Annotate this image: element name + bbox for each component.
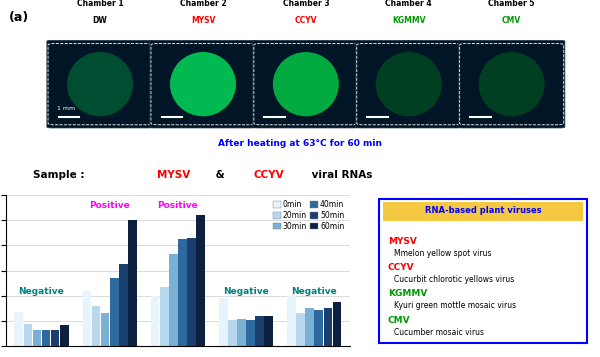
Bar [51,330,59,346]
Bar [296,313,305,346]
Text: Negative: Negative [292,287,337,296]
Ellipse shape [67,52,133,116]
Text: Chamber 4: Chamber 4 [385,0,432,8]
Text: Cucurbit chlorotic yellows virus: Cucurbit chlorotic yellows virus [394,275,515,284]
Ellipse shape [479,52,545,116]
Text: RNA-based plant viruses: RNA-based plant viruses [425,206,541,216]
Bar [14,312,23,346]
Bar [160,287,169,346]
Bar [128,220,137,346]
Legend: 0min, 20min, 30min, 40min, 50min, 60min: 0min, 20min, 30min, 40min, 50min, 60min [271,198,346,232]
Bar [119,264,128,346]
Text: MYSV: MYSV [388,237,416,246]
Bar [151,296,160,346]
FancyBboxPatch shape [150,40,256,128]
FancyBboxPatch shape [47,40,153,128]
Bar [265,316,273,346]
Ellipse shape [273,52,339,116]
FancyBboxPatch shape [356,40,462,128]
Text: After heating at 63°C for 60 min: After heating at 63°C for 60 min [218,139,382,148]
Bar [323,308,332,346]
Bar [92,306,100,346]
Text: CCYV: CCYV [295,16,317,25]
Bar [101,313,109,346]
FancyBboxPatch shape [383,202,583,221]
Text: viral RNAs: viral RNAs [308,170,373,180]
Bar [178,239,187,346]
Text: CCYV: CCYV [388,263,415,272]
Text: KGMMV: KGMMV [392,16,425,25]
Text: &: & [212,170,229,180]
Text: Sample :: Sample : [34,170,89,180]
Bar [196,215,205,346]
Bar [332,302,341,346]
Text: CMV: CMV [502,16,521,25]
FancyBboxPatch shape [253,40,359,128]
Text: Chamber 5: Chamber 5 [488,0,535,8]
Text: Cucumber mosaic virus: Cucumber mosaic virus [394,328,484,337]
Bar [187,238,196,346]
Bar [246,320,255,346]
Text: 1 mm: 1 mm [58,106,76,111]
Text: Positive: Positive [89,201,130,210]
Bar [287,296,296,346]
Text: Chamber 1: Chamber 1 [77,0,124,8]
Text: CCYV: CCYV [253,170,284,180]
Bar [219,298,227,346]
Text: Chamber 2: Chamber 2 [179,0,226,8]
Bar [83,291,91,346]
Bar [305,308,314,346]
Text: CMV: CMV [388,316,410,325]
Bar [32,330,41,346]
Bar [237,318,246,346]
Text: Mmelon yellow spot virus: Mmelon yellow spot virus [394,249,492,258]
FancyBboxPatch shape [458,40,565,128]
Bar [314,310,323,346]
Ellipse shape [170,52,236,116]
Text: Chamber 3: Chamber 3 [283,0,329,8]
Text: MYSV: MYSV [157,170,190,180]
Bar [60,325,68,346]
Text: DW: DW [93,16,107,25]
Bar [228,320,237,346]
Text: MYSV: MYSV [191,16,215,25]
Bar [169,254,178,346]
Text: Positive: Positive [157,201,198,210]
Text: Negative: Negative [19,287,64,296]
Text: Kyuri green mottle mosaic virus: Kyuri green mottle mosaic virus [394,301,517,310]
Text: (a): (a) [9,11,29,24]
Bar [256,316,264,346]
Text: KGMMV: KGMMV [388,289,427,298]
Ellipse shape [376,52,442,116]
Bar [41,330,50,346]
FancyBboxPatch shape [379,199,587,343]
Bar [110,278,119,346]
Bar [23,323,32,346]
Text: Negative: Negative [223,287,269,296]
